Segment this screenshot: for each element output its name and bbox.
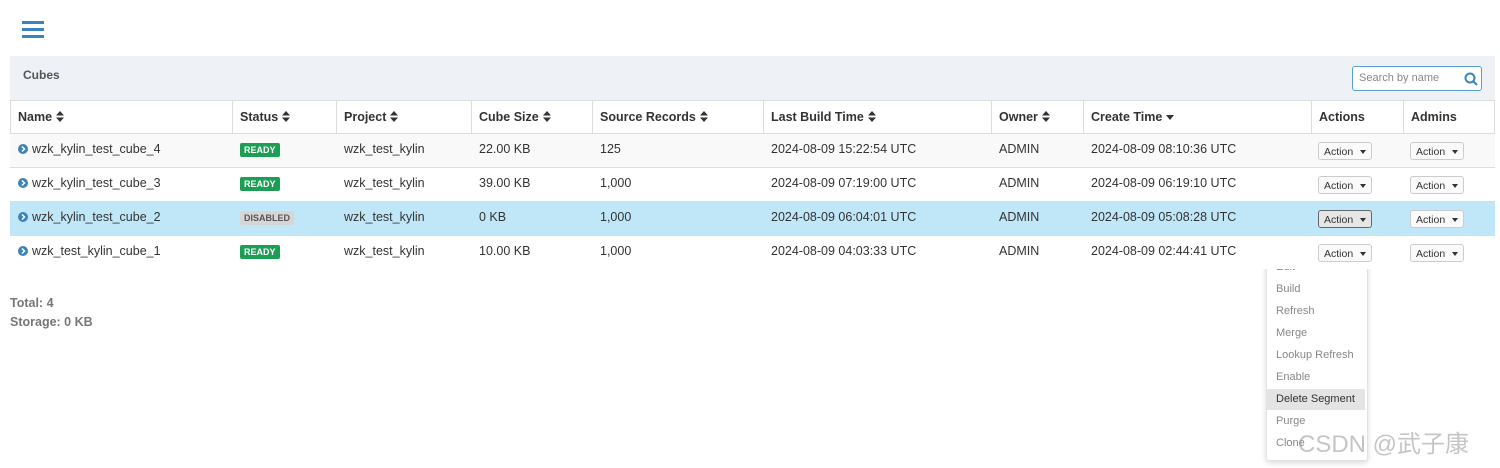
header-text: Source Records: [600, 110, 696, 124]
cell: 1,000: [600, 176, 632, 190]
table-row: [10, 235, 1495, 269]
table-row: [10, 167, 1495, 201]
menu-item[interactable]: Enable: [1276, 371, 1311, 383]
cell: 2024-08-09 07:19:00 UTC: [771, 176, 917, 190]
header-text: Status: [240, 110, 279, 124]
status-badge: READY: [240, 143, 280, 157]
status-badge: READY: [240, 177, 280, 191]
column-header: Actions: [1319, 110, 1365, 124]
menu-item[interactable]: Lookup Refresh: [1276, 349, 1354, 361]
action-button[interactable]: Action: [1410, 176, 1465, 194]
column-header[interactable]: Source Records: [600, 110, 708, 124]
cell: 1,000: [600, 210, 632, 224]
column-header[interactable]: Project: [344, 110, 399, 124]
cube-name-text: wzk_kylin_test_cube_2: [32, 210, 161, 224]
cell: wzk_test_kylin: [344, 244, 425, 258]
menu-icon[interactable]: [22, 21, 44, 39]
header-text: Create Time: [1091, 110, 1163, 124]
panel-header: [10, 56, 1495, 100]
header-text: Cube Size: [479, 110, 539, 124]
cube-name-text: wzk_kylin_test_cube_3: [32, 176, 161, 190]
menu-item[interactable]: Merge: [1276, 327, 1308, 339]
column-header[interactable]: Cube Size: [479, 110, 551, 124]
search-icon[interactable]: [1464, 72, 1478, 86]
action-button[interactable]: Action: [1410, 142, 1465, 160]
cube-name[interactable]: wzk_kylin_test_cube_3: [18, 176, 161, 190]
header-text: Last Build Time: [771, 110, 864, 124]
header-text: Admins: [1411, 110, 1457, 124]
action-button[interactable]: Action: [1318, 210, 1373, 228]
cell: 2024-08-09 08:10:36 UTC: [1091, 142, 1237, 156]
storage: Storage: 0 KB: [10, 315, 93, 329]
button-text: Action: [1324, 180, 1354, 192]
cell: wzk_test_kylin: [344, 176, 425, 190]
cell: ADMIN: [999, 244, 1040, 258]
cell: 2024-08-09 06:04:01 UTC: [771, 210, 917, 224]
cell: 125: [600, 142, 621, 156]
header-text: Name: [18, 110, 53, 124]
search-placeholder: Search by name: [1359, 72, 1440, 84]
header-text: Owner: [999, 110, 1038, 124]
action-button[interactable]: Action: [1318, 176, 1373, 194]
cell: ADMIN: [999, 210, 1040, 224]
button-text: Action: [1416, 214, 1446, 226]
column-header[interactable]: Status: [240, 110, 291, 124]
cell: 39.00 KB: [479, 176, 531, 190]
cube-name[interactable]: wzk_kylin_test_cube_2: [18, 210, 161, 224]
button-text: Action: [1416, 248, 1446, 260]
search-box[interactable]: Search by name: [1352, 66, 1482, 91]
cell: ADMIN: [999, 176, 1040, 190]
button-text: Action: [1416, 180, 1446, 192]
action-button[interactable]: Action: [1410, 210, 1465, 228]
column-header[interactable]: Owner: [999, 110, 1050, 124]
cell: 2024-08-09 02:44:41 UTC: [1091, 244, 1237, 258]
action-button[interactable]: Action: [1318, 244, 1373, 262]
action-button[interactable]: Action: [1410, 244, 1465, 262]
cell: wzk_test_kylin: [344, 210, 425, 224]
total: Total: 4: [10, 296, 54, 310]
button-text: Action: [1324, 146, 1354, 158]
cell: 10.00 KB: [479, 244, 531, 258]
cell: 2024-08-09 04:03:33 UTC: [771, 244, 917, 258]
column-header: Admins: [1411, 110, 1457, 124]
cell: 1,000: [600, 244, 632, 258]
cell: ADMIN: [999, 142, 1040, 156]
cube-name[interactable]: wzk_kylin_test_cube_4: [18, 142, 161, 156]
button-text: Action: [1416, 146, 1446, 158]
cube-name-text: wzk_test_kylin_cube_1: [32, 244, 161, 258]
cell: 0 KB: [479, 210, 507, 224]
cell: wzk_test_kylin: [344, 142, 425, 156]
status-badge: READY: [240, 245, 280, 259]
column-header[interactable]: Last Build Time: [771, 110, 876, 124]
header-text: Project: [344, 110, 387, 124]
action-button[interactable]: Action: [1318, 142, 1373, 160]
cube-name-text: wzk_kylin_test_cube_4: [32, 142, 161, 156]
panel-title: Cubes: [23, 68, 60, 82]
column-header[interactable]: Name: [18, 110, 65, 124]
menu-item[interactable]: Delete Segment: [1267, 389, 1365, 410]
button-text: Action: [1324, 214, 1354, 226]
table-row: [10, 133, 1495, 167]
menu-item[interactable]: Purge: [1276, 415, 1306, 427]
cell: 2024-08-09 15:22:54 UTC: [771, 142, 917, 156]
table-row: [10, 201, 1495, 235]
menu-item[interactable]: Build: [1276, 283, 1301, 295]
cell: 22.00 KB: [479, 142, 531, 156]
cell: 2024-08-09 05:08:28 UTC: [1091, 210, 1237, 224]
watermark: CSDN @武子康: [1298, 431, 1470, 458]
column-header[interactable]: Create Time: [1091, 110, 1175, 124]
status-badge: DISABLED: [240, 211, 295, 225]
cube-name[interactable]: wzk_test_kylin_cube_1: [18, 244, 161, 258]
header-text: Actions: [1319, 110, 1365, 124]
button-text: Action: [1324, 248, 1354, 260]
menu-item[interactable]: Clone: [1276, 437, 1305, 449]
menu-item[interactable]: Refresh: [1276, 305, 1315, 317]
cell: 2024-08-09 06:19:10 UTC: [1091, 176, 1237, 190]
